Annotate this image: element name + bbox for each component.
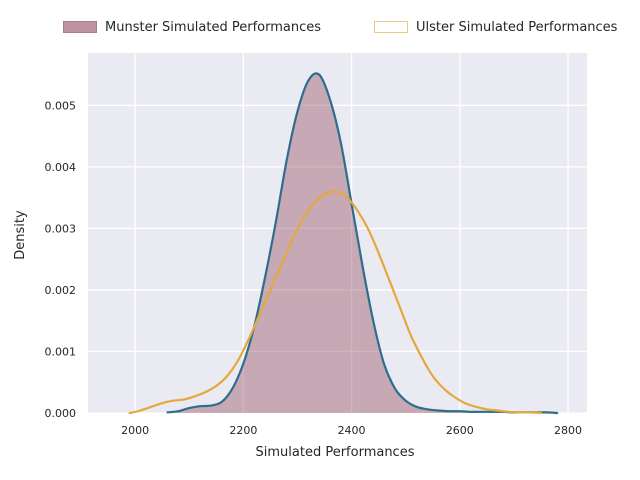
x-tick-label: 2600: [446, 424, 474, 437]
y-tick-label: 0.003: [45, 222, 77, 235]
legend-item-munster: Munster Simulated Performances: [63, 19, 322, 35]
y-tick-label: 0.002: [45, 284, 77, 297]
munster-legend-swatch: [63, 21, 97, 33]
y-axis-label: Density: [13, 210, 28, 260]
x-tick-label: 2000: [121, 424, 149, 437]
munster-density-fill: [167, 73, 558, 413]
legend-item-ulster: Ulster Simulated Performances: [374, 19, 618, 35]
x-tick-label: 2400: [338, 424, 366, 437]
ulster-legend-swatch: [374, 21, 408, 33]
munster-density-curve: [166, 72, 559, 415]
y-tick-label: 0.001: [45, 345, 77, 358]
x-tick-label: 2200: [229, 424, 257, 437]
ulster-density-curve: [128, 190, 543, 415]
y-tick-label: 0.000: [45, 407, 77, 420]
munster-legend-label: Munster Simulated Performances: [105, 19, 322, 35]
y-tick-label: 0.005: [45, 99, 77, 112]
ulster-legend-label: Ulster Simulated Performances: [416, 19, 618, 35]
x-tick-label: 2800: [554, 424, 582, 437]
plot-area-background: [88, 53, 587, 413]
y-tick-label: 0.004: [45, 161, 77, 174]
x-axis-label: Simulated Performances: [256, 445, 415, 460]
